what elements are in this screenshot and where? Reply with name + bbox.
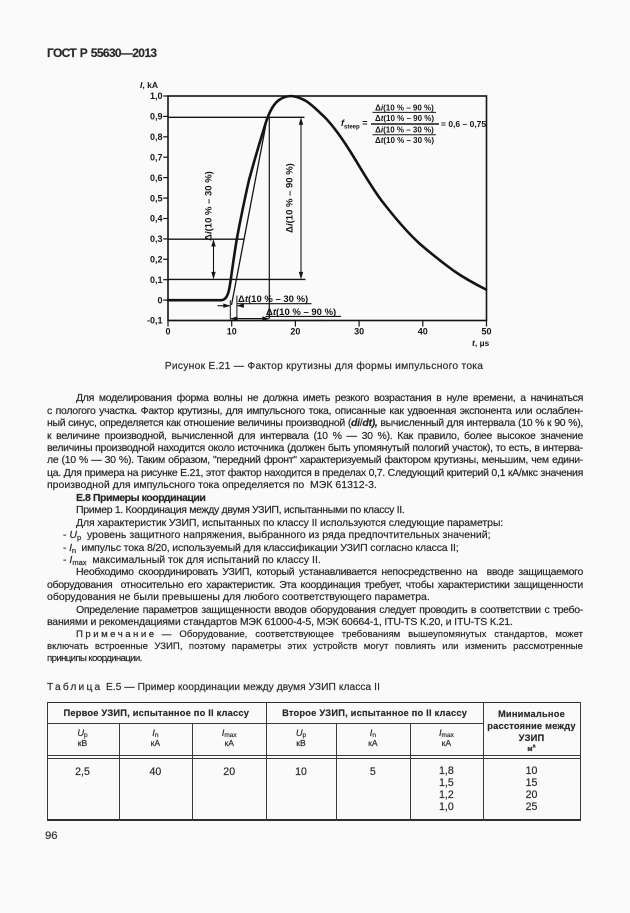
svg-text:Δi(10 % – 30 %): Δi(10 % – 30 %)	[204, 171, 215, 241]
svg-text:0,9: 0,9	[150, 112, 163, 122]
svg-text:0: 0	[157, 295, 162, 305]
svg-text:Δi(10 % – 30 %): Δi(10 % – 30 %)	[375, 126, 434, 135]
svg-text:30: 30	[354, 327, 364, 337]
svg-text:0: 0	[165, 327, 170, 337]
svg-text:= 0,6 – 0,75: = 0,6 – 0,75	[441, 119, 486, 129]
svg-text:10: 10	[227, 327, 237, 337]
svg-text:Δi(10 % – 90 %): Δi(10 % – 90 %)	[285, 163, 296, 233]
svg-text:0,7: 0,7	[150, 152, 163, 162]
svg-text:fsteep =: fsteep =	[341, 118, 367, 131]
svg-text:Δt(10 % – 30 %): Δt(10 % – 30 %)	[375, 136, 434, 145]
svg-text:t, µs: t, µs	[472, 338, 489, 348]
svg-text:0,5: 0,5	[150, 193, 163, 203]
svg-text:20: 20	[290, 327, 300, 337]
svg-text:0,3: 0,3	[150, 234, 163, 244]
svg-text:I, kA: I, kA	[140, 80, 158, 90]
svg-text:Δt(10 % – 90 %): Δt(10 % – 90 %)	[266, 307, 336, 318]
svg-text:Δt(10 % – 30 %): Δt(10 % – 30 %)	[238, 294, 308, 305]
svg-text:0,2: 0,2	[150, 255, 163, 265]
svg-text:40: 40	[418, 327, 428, 337]
svg-text:-0,1: -0,1	[147, 316, 163, 326]
svg-text:0,8: 0,8	[150, 132, 163, 142]
svg-text:50: 50	[481, 327, 491, 337]
svg-text:0,4: 0,4	[150, 214, 163, 224]
svg-text:Δi(10 % – 90 %): Δi(10 % – 90 %)	[375, 104, 434, 113]
svg-text:Δt(10 % – 90 %): Δt(10 % – 90 %)	[375, 114, 434, 123]
svg-text:0,1: 0,1	[150, 275, 163, 285]
svg-text:0,6: 0,6	[150, 173, 163, 183]
svg-text:1,0: 1,0	[150, 91, 163, 101]
